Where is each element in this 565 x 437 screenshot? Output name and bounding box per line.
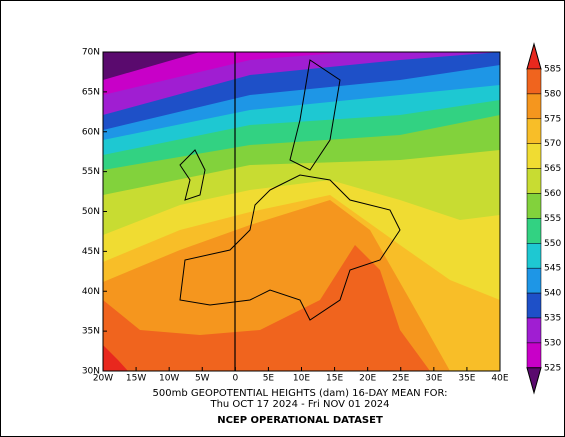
title: 500mb GEOPOTENTIAL HEIGHTS (dam) 16-DAY …: [153, 388, 448, 399]
colorbar-segment: [526, 168, 542, 194]
colorbar-label: 570: [544, 139, 561, 149]
lon-label: 10E: [293, 374, 310, 384]
colorbar-label: 555: [544, 214, 561, 224]
colorbar-label: 585: [544, 65, 561, 75]
colorbar-segment: [526, 143, 542, 169]
band: [103, 345, 128, 371]
colorbar-label: 540: [544, 289, 561, 299]
colorbar-label: 550: [544, 239, 561, 249]
colorbar-segment: [526, 118, 542, 144]
lon-label: 40E: [491, 374, 508, 384]
colorbar-segment: [526, 68, 542, 95]
colorbar-label: 525: [544, 363, 561, 373]
colorbar-segment: [526, 93, 542, 120]
colorbar-label: 580: [544, 89, 561, 99]
lon-label: 25E: [392, 374, 409, 384]
lon-label: 20E: [359, 374, 376, 384]
date-range: Thu OCT 17 2024 - Fri NOV 01 2024: [209, 399, 389, 410]
lon-label: 15W: [126, 374, 146, 384]
lat-label: 45N: [82, 247, 100, 257]
colorbar-label: 565: [544, 164, 561, 174]
coastline: [179, 59, 401, 321]
colorbar-arrow: [526, 367, 542, 395]
lon-label: 5W: [195, 374, 210, 384]
colorbar-label: 535: [544, 314, 561, 324]
colorbar-segment: [526, 267, 542, 294]
source: NCEP OPERATIONAL DATASET: [217, 415, 383, 426]
colorbar: 585 580 575 570 565 560 555 550 545 540 535 530 525: [526, 42, 561, 395]
colorbar-segment: [526, 193, 542, 219]
lon-label: 0: [232, 374, 238, 384]
colorbar-segment: [526, 292, 542, 319]
colorbar-label: 545: [544, 264, 561, 274]
lat-label: 35N: [82, 327, 100, 337]
lat-label: 70N: [82, 48, 100, 58]
lon-label: 35E: [458, 374, 475, 384]
lon-label: 10W: [159, 374, 179, 384]
lat-label: 55N: [82, 167, 100, 177]
lat-label: 50N: [82, 207, 100, 217]
lon-label: 30E: [425, 374, 442, 384]
lat-label: 60N: [82, 127, 100, 137]
colorbar-label: 530: [544, 338, 561, 348]
lon-label: 15E: [326, 374, 343, 384]
colorbar-segment: [526, 342, 542, 369]
height-field: [103, 52, 500, 371]
colorbar-label: 560: [544, 189, 561, 199]
lat-label: 40N: [82, 287, 100, 297]
lon-label: 5E: [263, 374, 275, 384]
colorbar-segment: [526, 243, 542, 269]
lat-label: 65N: [82, 87, 100, 97]
lat-label: 30N: [82, 367, 100, 377]
colorbar-segment: [526, 317, 542, 344]
colorbar-label: 575: [544, 114, 561, 124]
lon-label: 20W: [93, 374, 113, 384]
colorbar-segment: [526, 218, 542, 244]
